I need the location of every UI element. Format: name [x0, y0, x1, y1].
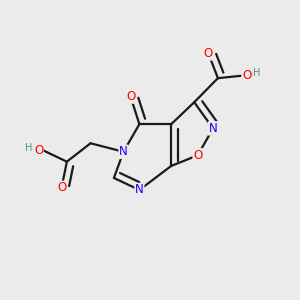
Text: N: N: [135, 184, 144, 196]
Text: O: O: [204, 47, 213, 60]
Text: O: O: [57, 182, 66, 194]
Text: O: O: [242, 69, 251, 82]
Text: O: O: [193, 149, 203, 162]
Text: O: O: [33, 144, 42, 157]
Text: O: O: [243, 69, 252, 82]
Text: H: H: [25, 142, 32, 152]
Text: N: N: [208, 122, 217, 135]
Text: O: O: [34, 144, 43, 157]
Text: N: N: [119, 145, 128, 158]
Text: H: H: [253, 68, 260, 78]
Text: O: O: [126, 90, 135, 103]
